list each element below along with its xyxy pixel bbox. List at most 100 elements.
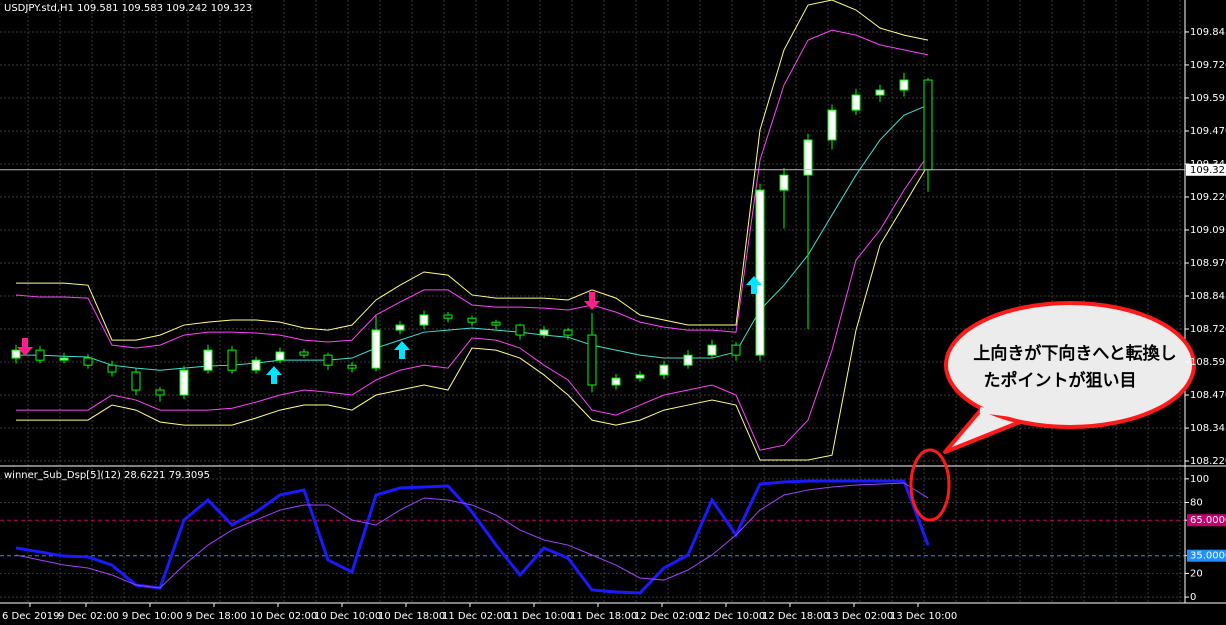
callout-joint	[979, 407, 1021, 418]
y-tick-label: 109.470	[1190, 126, 1226, 137]
candle-body	[155, 389, 165, 396]
y-tick-label: 109.845	[1190, 27, 1226, 38]
y-tick-label: 20	[1190, 568, 1203, 579]
x-tick-label: 9 Dec 02:00	[58, 611, 119, 622]
y-tick-label: 108.345	[1190, 423, 1226, 434]
candle-body	[83, 357, 93, 366]
candle-body	[443, 314, 453, 319]
x-tick-label: 11 Dec 02:00	[442, 611, 509, 622]
y-tick-label: 109.595	[1190, 93, 1226, 104]
y-tick-label: 0	[1190, 592, 1196, 603]
candle-body	[395, 324, 405, 331]
callout-text: たポイントが狙い目	[984, 370, 1137, 391]
x-tick-label: 10 Dec 02:00	[250, 611, 317, 622]
sell-arrow	[584, 292, 600, 310]
candle-body	[491, 321, 501, 326]
callout-bubble	[944, 301, 1196, 429]
candle-body	[347, 364, 357, 369]
plot	[0, 0, 1185, 595]
candle-body	[59, 357, 69, 361]
buy-arrow	[266, 366, 282, 384]
x-tick-label: 6 Dec 2019	[2, 611, 60, 622]
y-tick-label: 109.220	[1190, 192, 1226, 203]
x-tick-label: 13 Dec 02:00	[826, 611, 893, 622]
candle-body	[515, 324, 525, 336]
y-tick-label: 35.0000	[1190, 551, 1226, 562]
indicator-title: winner_Sub_Dsp[5](12) 28.6221 79.3095	[4, 470, 210, 481]
grid	[0, 0, 1185, 603]
candle-body	[107, 364, 117, 373]
candle-body	[611, 377, 621, 386]
candle-body	[563, 329, 573, 336]
highlight-circle	[909, 448, 951, 522]
band-line	[15, 29, 929, 349]
y-tick-label: 108.220	[1190, 456, 1226, 467]
y-tick-label: 80	[1190, 497, 1203, 508]
callout-text: 上向きが下向きへと転換し	[973, 343, 1176, 364]
x-tick-label: 9 Dec 18:00	[186, 611, 247, 622]
y-tick-label: 109.720	[1190, 60, 1226, 71]
band-line	[16, 154, 929, 451]
indicator-line	[15, 482, 929, 589]
candle-body	[179, 369, 189, 396]
x-tick-label: 9 Dec 10:00	[122, 611, 183, 622]
callout: 上向きが下向きへと転換し たポイントが狙い目	[909, 301, 1196, 522]
band-line	[16, 164, 929, 461]
candle-body	[323, 354, 333, 366]
tick-label-bg	[1187, 549, 1226, 562]
candle-body	[923, 79, 933, 171]
candle-body	[803, 139, 813, 176]
y-tick-label: 108.970	[1190, 258, 1226, 269]
y-tick-label: 109.095	[1190, 225, 1226, 236]
candle-body	[203, 349, 213, 371]
candle-body	[827, 109, 837, 141]
x-tick-label: 12 Dec 10:00	[698, 611, 765, 622]
candle-body	[683, 354, 693, 366]
y-tick-label: 108.595	[1190, 357, 1226, 368]
y-tick-label: 108.845	[1190, 291, 1226, 302]
x-tick-label: 10 Dec 10:00	[314, 611, 381, 622]
indicator-line	[15, 479, 930, 595]
candle-body	[419, 314, 429, 326]
signal-arrows	[17, 276, 762, 384]
y-tick-label: 108.720	[1190, 324, 1226, 335]
candle-body	[251, 359, 261, 371]
candle-body	[35, 349, 45, 361]
x-tick-label: 13 Dec 10:00	[890, 611, 957, 622]
x-tick-label: 11 Dec 18:00	[570, 611, 637, 622]
candle-body	[755, 189, 765, 356]
band-line	[16, 0, 929, 341]
candle-body	[779, 174, 789, 191]
main-title: USDJPY.std,H1 109.581 109.583 109.242 10…	[4, 3, 252, 14]
candle-body	[227, 349, 237, 371]
candle-body	[587, 334, 597, 386]
candle-body	[731, 344, 741, 356]
candle-body	[299, 351, 309, 356]
band-line	[16, 104, 929, 371]
candle-body	[467, 317, 477, 323]
candle-body	[275, 351, 285, 361]
candle-body	[899, 79, 909, 91]
candle-body	[539, 329, 549, 336]
candle-body	[11, 349, 21, 359]
x-tick-label: 11 Dec 10:00	[506, 611, 573, 622]
candle-body	[875, 89, 885, 96]
candle-body	[371, 329, 381, 369]
tick-label-bg	[1187, 514, 1226, 527]
candle-body	[707, 344, 717, 356]
y-tick-label: 65.0000	[1190, 515, 1226, 526]
buy-arrow	[394, 341, 410, 359]
y-tick-label: 100	[1190, 474, 1209, 485]
candle-body	[851, 94, 861, 111]
x-tick-label: 12 Dec 02:00	[634, 611, 701, 622]
candle-body	[131, 371, 141, 391]
last-price-label: 109.323	[1190, 165, 1226, 176]
last-price-bg	[1186, 163, 1226, 176]
candle-body	[635, 374, 645, 379]
sell-arrow	[17, 338, 33, 356]
y-tick-label: 108.470	[1190, 390, 1226, 401]
x-tick-label: 10 Dec 18:00	[378, 611, 445, 622]
buy-arrow	[746, 276, 762, 294]
